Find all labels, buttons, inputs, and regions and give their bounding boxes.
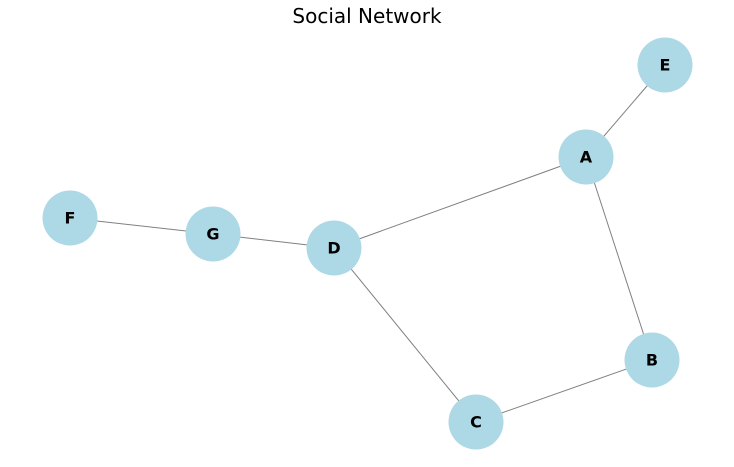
node-label-E: E xyxy=(660,56,671,75)
diagram-title: Social Network xyxy=(292,4,442,28)
node-label-A: A xyxy=(580,148,593,167)
edges-layer xyxy=(69,64,666,423)
node-B: B xyxy=(624,332,680,388)
edge-A-B xyxy=(585,156,653,361)
node-circle-D xyxy=(306,220,362,276)
node-circle-A xyxy=(558,129,614,185)
node-circle-F xyxy=(42,190,98,246)
node-label-B: B xyxy=(646,351,658,370)
node-label-G: G xyxy=(206,225,219,244)
edge-A-D xyxy=(333,156,587,249)
node-label-F: F xyxy=(65,209,76,228)
node-E: E xyxy=(637,37,693,93)
node-D: D xyxy=(306,220,362,276)
node-label-C: C xyxy=(470,413,482,432)
edge-C-D xyxy=(333,247,477,423)
node-circle-B xyxy=(624,332,680,388)
node-A: A xyxy=(558,129,614,185)
node-label-D: D xyxy=(327,239,340,258)
node-circle-C xyxy=(448,394,504,450)
node-F: F xyxy=(42,190,98,246)
node-circle-G xyxy=(185,206,241,262)
node-circle-E xyxy=(637,37,693,93)
nodes-layer: A B C D E F G xyxy=(42,37,693,450)
node-G: G xyxy=(185,206,241,262)
edge-B-C xyxy=(475,359,653,423)
node-C: C xyxy=(448,394,504,450)
